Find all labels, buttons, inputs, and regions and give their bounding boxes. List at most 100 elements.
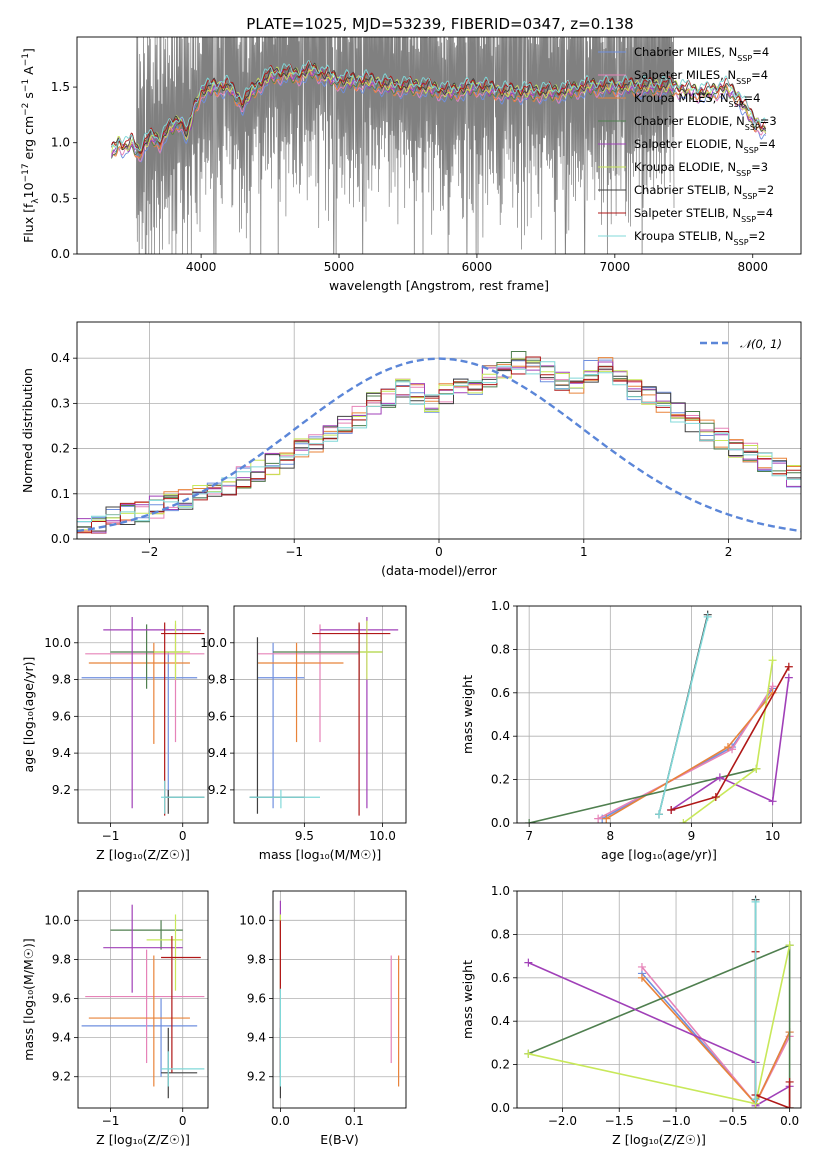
legend-label-name: Kroupa ELODIE, N [634, 160, 736, 174]
y-tick-label: 9.8 [247, 952, 266, 966]
y-axis-label-part: s [21, 92, 36, 103]
legend-label-sub: SSP [734, 238, 749, 247]
plot-area-residuals [77, 322, 801, 539]
x-tick-label: 0.1 [345, 1114, 364, 1128]
x-tick-label: −2 [141, 545, 159, 559]
weight-marker [524, 1049, 533, 1058]
legend-label-sub: SSP [742, 192, 757, 201]
weight-marker [752, 764, 761, 773]
axes-frame [516, 605, 802, 824]
x-tick-label: 0 [435, 545, 443, 559]
legend-label-sub: SSP [744, 146, 759, 155]
legend-label: Salpeter ELODIE, NSSP=4 [634, 137, 776, 155]
x-tick-label: 7000 [600, 260, 631, 274]
legend-label: Kroupa MILES, NSSP=4 [634, 91, 760, 109]
y-tick-label: 10.0 [200, 636, 227, 650]
weight-line [682, 660, 774, 823]
legend-label-name: Salpeter ELODIE, N [634, 137, 744, 151]
x-tick-label: 2 [725, 545, 733, 559]
residual-histogram [77, 359, 801, 532]
weight-marker [785, 941, 794, 950]
y-tick-label: 0.0 [51, 247, 70, 261]
weight-marker [525, 819, 534, 823]
x-axis-label: Z [log₁₀(Z/Z☉)] [612, 1132, 706, 1147]
y-axis-label-part: A [21, 66, 36, 79]
y-axis-label: age [log₁₀(age/yr)] [21, 657, 36, 773]
x-tick-label: 4000 [186, 260, 217, 274]
y-axis-label-part: erg cm [21, 116, 36, 164]
y-tick-label: 9.8 [208, 673, 227, 687]
legend-label-name: Salpeter STELIB, N [634, 206, 741, 220]
panel-residuals: −2 −1 0 1 2 0.0 0.1 0.2 0.3 0.4 (data-model)/error… [20, 321, 802, 578]
panels: 4000 5000 6000 7000 80000.00.51.01.5waveleng… [20, 36, 802, 1147]
x-tick-label: 5000 [324, 260, 355, 274]
y-tick-label: 0.2 [51, 442, 70, 456]
weight-marker [784, 662, 793, 671]
y-tick-label: 9.4 [52, 1031, 71, 1045]
weight-marker [768, 797, 777, 806]
x-axis-label: age [log₁₀(age/yr)] [601, 847, 717, 862]
weight-marker [667, 805, 676, 814]
x-tick-label: 0 [179, 1114, 187, 1128]
x-axis-label: E(B-V) [320, 1132, 359, 1147]
x-tick-label: 6000 [462, 260, 493, 274]
legend-label: Chabrier MILES, NSSP=4 [634, 45, 769, 63]
weight-marker [703, 612, 712, 621]
legend-label-suffix: =4 [759, 137, 776, 151]
y-tick-label: 9.8 [52, 952, 71, 966]
x-tick-label: −2.0 [548, 1114, 577, 1128]
weight-line [528, 944, 791, 1108]
y-tick-label: 1.5 [51, 80, 70, 94]
y-tick-label: 9.4 [247, 1031, 266, 1045]
weight-marker [637, 973, 646, 982]
model-spectrum-line [111, 59, 767, 152]
weight-marker [602, 814, 611, 823]
residual-histogram [77, 356, 801, 534]
x-tick-label: 0 [179, 829, 187, 843]
legend-label: Salpeter STELIB, NSSP=4 [634, 206, 773, 224]
x-tick-label: 10 [765, 829, 780, 843]
legend-label-name: Kroupa MILES, N [634, 91, 729, 105]
legend-label-suffix: =4 [756, 206, 773, 220]
axes-frame [516, 890, 802, 1109]
y-tick-label: 0.8 [491, 927, 510, 941]
axes-frame [76, 36, 802, 255]
y-axis-label: mass weight [460, 675, 475, 754]
plot-area-spectrum [111, 37, 767, 254]
weight-marker [751, 1095, 760, 1104]
y-tick-label: 1.0 [491, 884, 510, 898]
y-tick-label: 0.2 [491, 1058, 510, 1072]
y-tick-label: 0.0 [491, 1101, 510, 1115]
weight-marker [768, 656, 777, 665]
legend-label: Salpeter MILES, NSSP=4 [634, 68, 768, 86]
weight-marker [784, 673, 793, 682]
legend-label-sub: SSP [745, 123, 760, 132]
legend-label-suffix: =4 [744, 91, 761, 105]
legend-label-sub: SSP [729, 100, 744, 109]
weight-marker [594, 814, 603, 823]
x-axis-label: mass [log₁₀(M/M☉)] [259, 847, 381, 862]
y-tick-label: 0.0 [491, 816, 510, 830]
plot-area-age-mass [234, 606, 406, 823]
weight-line [658, 616, 709, 815]
x-tick-label: 7 [525, 829, 533, 843]
axes-frame [272, 890, 407, 1109]
y-tick-label: 0.2 [491, 773, 510, 787]
normal-curve [77, 357, 801, 533]
y-tick-label: 0.6 [491, 971, 510, 985]
y-tick-label: 9.8 [52, 673, 71, 687]
weight-marker [785, 1077, 794, 1086]
x-tick-label: 8000 [737, 260, 768, 274]
y-axis-label-part: −2 [21, 103, 31, 116]
panel-age-mass: 9.5 10.0 9.2 9.4 9.6 9.8 10.0 mass [log₁₀(M/M☉)… [200, 605, 407, 862]
y-axis-label-part: −17 [21, 163, 31, 182]
y-tick-label: 9.6 [247, 992, 266, 1006]
x-tick-label: 0.0 [271, 1114, 290, 1128]
model-spectrum-line [111, 67, 767, 162]
model-spectrum-line [111, 68, 767, 159]
legend-label-suffix: =3 [751, 160, 768, 174]
panel-mass-z: −1 0 9.2 9.4 9.6 9.8 10.0 Z [log₁₀(Z/Z☉)] mass [… [21, 890, 209, 1147]
weight-marker [723, 743, 732, 752]
y-tick-label: 10.0 [44, 636, 71, 650]
legend-label: Chabrier ELODIE, NSSP=3 [634, 114, 777, 132]
